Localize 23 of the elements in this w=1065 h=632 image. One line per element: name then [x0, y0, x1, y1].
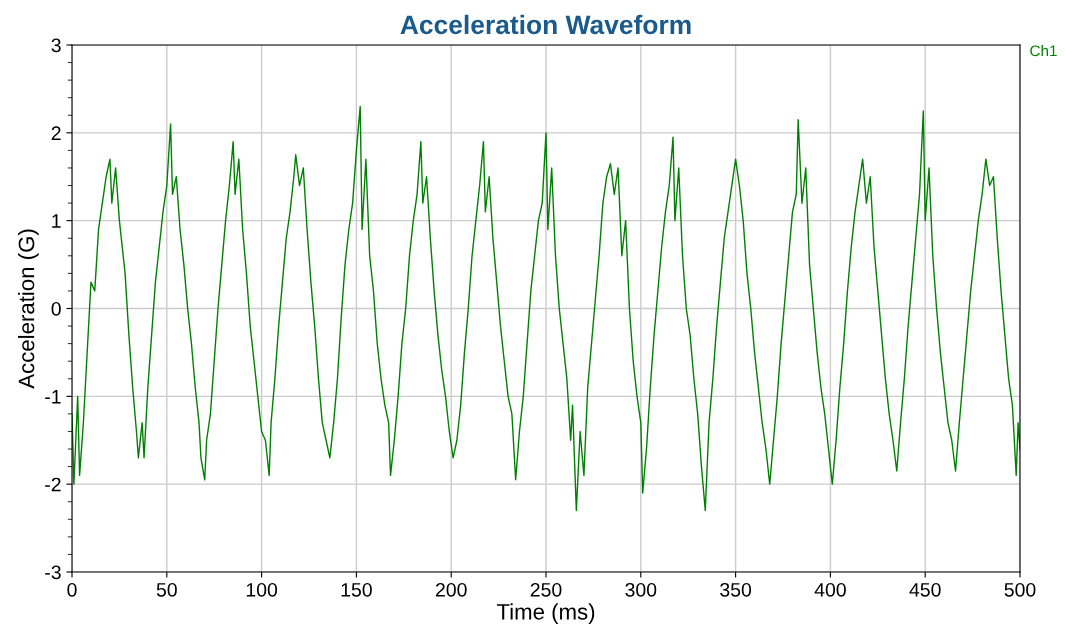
- line-series: [72, 105, 1020, 512]
- x-tick-label: 200: [435, 582, 467, 597]
- y-tick-label: 2: [51, 126, 61, 140]
- x-tick-label: 100: [246, 582, 278, 597]
- x-tick-label: 0: [67, 582, 77, 597]
- y-tick-label: -3: [45, 565, 61, 580]
- x-tick-label: 150: [341, 582, 372, 597]
- y-tick-label: -2: [45, 477, 61, 492]
- y-tick-label: 0: [51, 301, 61, 316]
- text: Ch1: [1030, 45, 1057, 57]
- x-tick-label: 350: [720, 582, 752, 597]
- y-tick-label: -1: [45, 390, 61, 404]
- y-tick-label: 3: [51, 38, 61, 53]
- chart-title: Acceleration Waveform: [400, 14, 691, 35]
- x-tick-label: 400: [814, 582, 846, 597]
- y-tick-label: 1: [52, 214, 61, 228]
- x-tick-label: 500: [1004, 582, 1036, 597]
- x-tick-label: 300: [625, 582, 657, 597]
- y-axis-title: Acceleration (G): [18, 229, 39, 389]
- x-tick-label: 450: [909, 582, 941, 597]
- x-tick-label: 250: [530, 582, 562, 597]
- x-tick-label: 50: [156, 582, 177, 597]
- x-axis-title: Time (ms): [496, 603, 595, 625]
